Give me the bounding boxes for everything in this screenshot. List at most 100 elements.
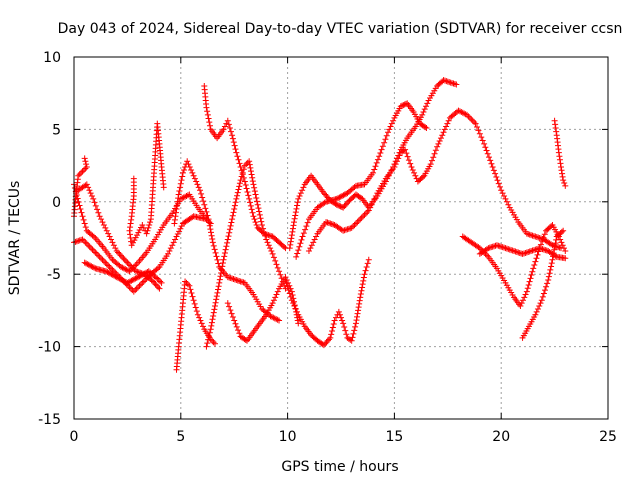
data-point: [560, 245, 567, 252]
data-point: [557, 160, 564, 167]
data-point: [179, 173, 186, 180]
data-point: [241, 162, 248, 169]
data-point: [388, 120, 395, 127]
data-point: [250, 181, 257, 188]
data-point: [206, 119, 213, 126]
data-point: [230, 139, 237, 146]
data-point: [102, 224, 109, 231]
data-point: [503, 198, 510, 205]
data-point: [166, 248, 173, 255]
data-point: [226, 303, 233, 310]
data-point: [247, 168, 254, 175]
data-point: [276, 268, 283, 275]
data-point: [400, 102, 407, 109]
data-point: [524, 285, 531, 292]
data-point: [361, 211, 368, 218]
y-tick-label: 0: [52, 195, 61, 211]
data-point: [106, 263, 113, 270]
series-track-15: [476, 242, 569, 262]
data-point: [345, 198, 352, 205]
data-point: [96, 213, 103, 220]
data-point: [519, 297, 526, 304]
data-point: [84, 261, 91, 268]
data-point: [210, 312, 217, 319]
data-point: [541, 231, 548, 238]
data-point: [183, 193, 190, 200]
data-point: [92, 202, 99, 209]
data-point: [85, 242, 92, 249]
data-point: [152, 274, 159, 281]
data-point: [145, 224, 152, 231]
series-track-6: [171, 158, 283, 324]
data-point: [322, 340, 329, 347]
y-tick-label: -5: [47, 267, 61, 283]
data-point: [551, 117, 558, 124]
data-point: [378, 146, 385, 153]
data-point: [198, 320, 205, 327]
series-track-16: [519, 227, 567, 341]
data-point: [214, 289, 221, 296]
data-point: [558, 239, 565, 246]
data-point: [235, 186, 242, 193]
data-point: [553, 128, 560, 135]
data-point: [180, 194, 187, 201]
data-point: [249, 209, 256, 216]
data-point: [342, 327, 349, 334]
data-point: [339, 193, 346, 200]
data-point: [538, 297, 545, 304]
data-point: [548, 263, 555, 270]
data-point: [272, 294, 279, 301]
data-point: [199, 194, 206, 201]
data-point: [204, 212, 211, 219]
data-point: [357, 291, 364, 298]
data-point: [229, 314, 236, 321]
data-point: [353, 317, 360, 324]
data-point: [479, 137, 486, 144]
data-point: [231, 317, 238, 324]
data-point: [310, 239, 317, 246]
data-point: [182, 193, 189, 200]
data-point: [341, 191, 348, 198]
data-point: [363, 263, 370, 270]
data-point: [364, 260, 371, 267]
data-point: [108, 271, 115, 278]
data-point: [287, 241, 294, 248]
data-point: [420, 173, 427, 180]
data-point: [382, 136, 389, 143]
data-point: [225, 121, 232, 128]
data-point: [205, 216, 212, 223]
data-point: [392, 161, 399, 168]
data-point: [124, 279, 131, 286]
data-point: [403, 150, 410, 157]
data-point: [132, 234, 139, 241]
data-point: [204, 111, 211, 118]
data-point: [255, 205, 262, 212]
data-point: [337, 193, 344, 200]
data-point: [233, 323, 240, 330]
data-point: [231, 142, 238, 149]
data-point: [291, 303, 298, 310]
data-point: [167, 245, 174, 252]
y-tick-label: -15: [38, 412, 61, 428]
data-point: [396, 152, 403, 159]
data-point: [534, 305, 541, 312]
data-point: [112, 273, 119, 280]
data-point: [178, 223, 185, 230]
data-point: [248, 206, 255, 213]
data-point: [130, 288, 137, 295]
data-point: [311, 236, 318, 243]
data-point: [531, 262, 538, 269]
data-point: [430, 154, 437, 161]
data-point: [461, 110, 468, 117]
data-point: [558, 228, 565, 235]
data-point: [191, 300, 198, 307]
data-point: [404, 153, 411, 160]
series-track-11: [293, 100, 430, 260]
data-point: [273, 291, 280, 298]
data-point: [321, 199, 328, 206]
data-point: [87, 190, 94, 197]
y-axis-label: SDTVAR / TECUs: [7, 181, 23, 296]
data-point: [82, 158, 89, 165]
data-point: [122, 266, 129, 273]
data-point: [526, 278, 533, 285]
